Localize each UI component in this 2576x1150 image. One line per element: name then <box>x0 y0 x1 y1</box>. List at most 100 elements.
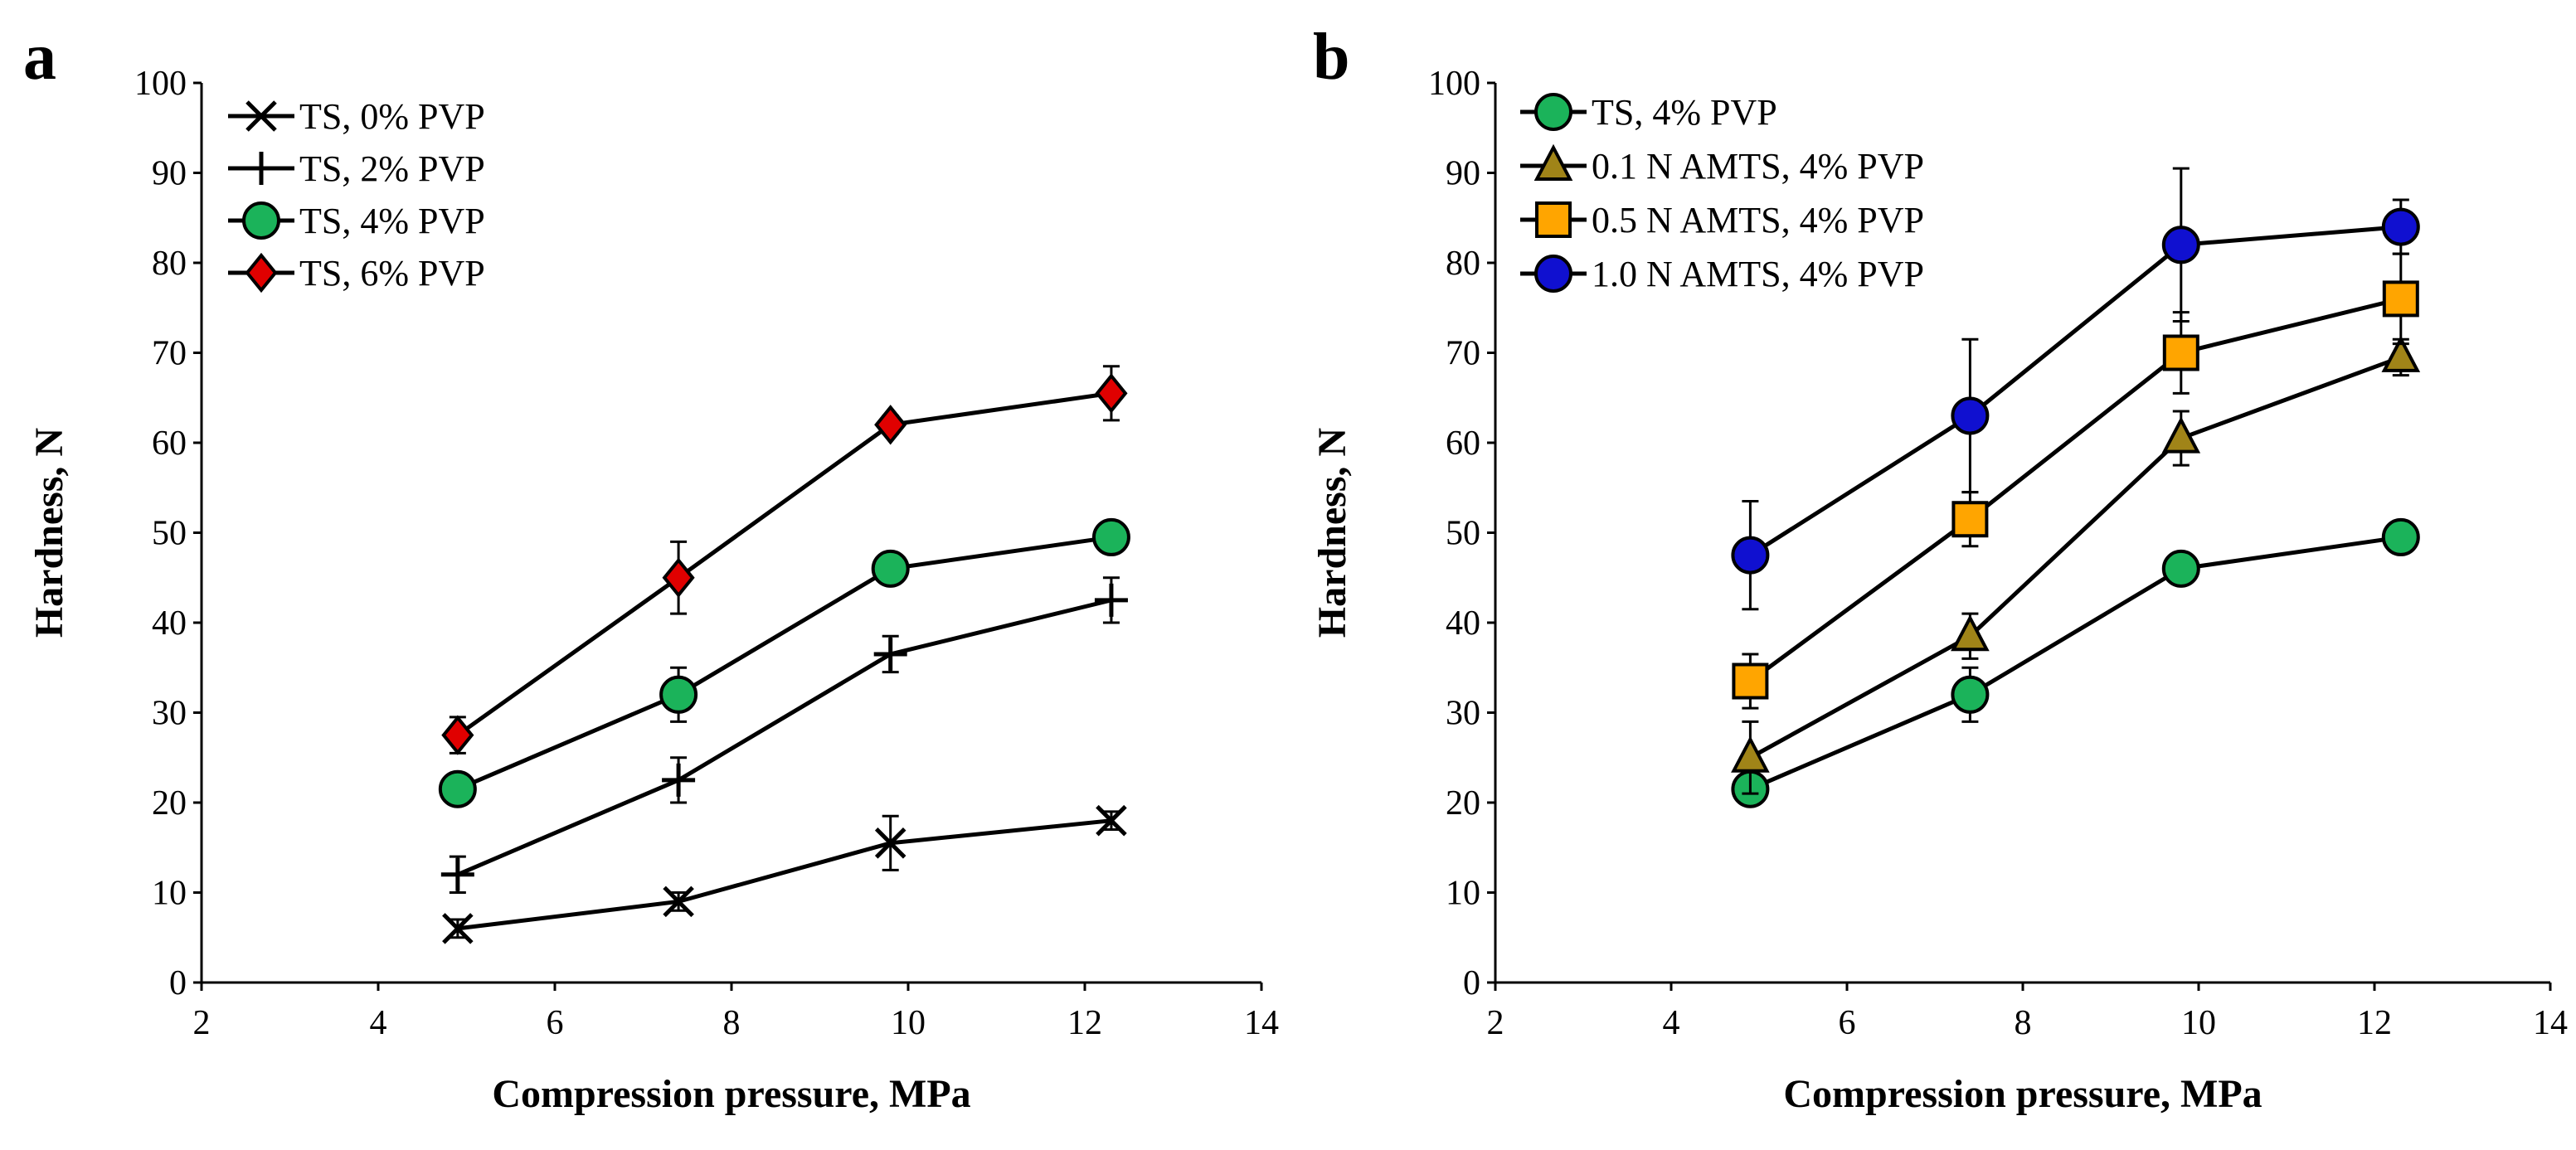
series-1 <box>1731 335 2421 795</box>
series-line <box>456 535 1112 792</box>
y-tick-label: 30 <box>1446 695 1480 733</box>
x-tick-label: 4 <box>370 1004 387 1042</box>
y-tick-label: 70 <box>1446 335 1480 373</box>
data-point <box>2162 334 2199 371</box>
data-point <box>1731 536 1770 575</box>
data-point <box>1951 675 1990 714</box>
data-point <box>1951 614 1990 652</box>
x-tick-label: 4 <box>1663 1004 1680 1042</box>
y-tick-label: 40 <box>152 604 187 643</box>
series-2 <box>1732 252 2419 710</box>
legend: TS, 0% PVP TS, 2% PVP TS, 4% PVP TS, 6% PVP <box>228 96 485 294</box>
y-tick-label: 100 <box>1428 65 1480 103</box>
y-tick-label: 20 <box>152 784 187 822</box>
y-tick-label: 100 <box>134 65 187 103</box>
data-point <box>662 557 695 598</box>
data-point <box>438 769 477 808</box>
series-3 <box>441 365 1128 755</box>
data-point <box>1096 804 1127 837</box>
data-point <box>1731 735 1770 773</box>
legend-marker <box>1533 143 1573 181</box>
y-tick-label: 20 <box>1446 784 1480 822</box>
x-tick-label: 6 <box>547 1004 564 1042</box>
x-tick-label: 10 <box>891 1004 926 1042</box>
y-tick-label: 10 <box>152 875 187 913</box>
chart-panel-a: a 0 10 20 30 40 50 60 70 80 90 100 2 4 6 8 10 12 14 Compres… <box>23 21 1279 1116</box>
data-point <box>659 675 698 714</box>
series-2 <box>438 517 1130 808</box>
legend-entry: 1.0 N AMTS, 4% PVP <box>1592 254 1924 294</box>
data-point <box>440 857 474 891</box>
x-axis-title: Compression pressure, MPa <box>492 1072 970 1116</box>
series-line <box>1749 225 2402 557</box>
y-tick-label: 0 <box>169 964 187 1002</box>
x-tick-label: 14 <box>1244 1004 1279 1042</box>
legend-marker <box>245 100 277 132</box>
series-line <box>457 818 1112 931</box>
data-point <box>873 637 907 671</box>
data-point <box>1095 373 1128 414</box>
series-line <box>456 391 1112 737</box>
series-line <box>1749 535 2402 792</box>
legend-marker <box>1535 201 1572 238</box>
y-tick-label: 50 <box>1446 515 1480 553</box>
series-line <box>1749 355 2402 759</box>
data-point <box>2381 517 2420 556</box>
x-tick-label: 8 <box>723 1004 741 1042</box>
legend-marker <box>1534 255 1572 293</box>
data-point <box>2382 280 2419 318</box>
series-1 <box>440 576 1128 894</box>
data-point <box>2161 549 2200 588</box>
y-tick-label: 40 <box>1446 604 1480 643</box>
y-tick-label: 80 <box>152 245 187 283</box>
panel-label: a <box>23 21 56 94</box>
chart-panel-b: b 0 10 20 30 40 50 60 70 80 90 100 2 4 6 8 10 12 14 Compres… <box>1310 21 2568 1116</box>
data-point <box>1951 501 1989 538</box>
data-point <box>1732 662 1769 700</box>
legend-entry: 0.5 N AMTS, 4% PVP <box>1592 200 1924 240</box>
y-tick-label: 30 <box>152 695 187 733</box>
x-tick-label: 12 <box>1067 1004 1102 1042</box>
data-point <box>1094 583 1128 617</box>
legend-entry: TS, 4% PVP <box>1592 92 1777 133</box>
legend-entry: TS, 2% PVP <box>299 148 485 189</box>
x-tick-label: 2 <box>1487 1004 1504 1042</box>
x-tick-label: 8 <box>2015 1004 2032 1042</box>
x-tick-label: 6 <box>1839 1004 1856 1042</box>
y-tick-label: 60 <box>1446 425 1480 463</box>
data-point <box>442 913 474 944</box>
series-0 <box>442 804 1127 944</box>
series-line <box>456 598 1112 877</box>
legend-entry: TS, 4% PVP <box>299 201 485 241</box>
legend-marker <box>1534 93 1572 131</box>
y-tick-label: 60 <box>152 425 187 463</box>
x-tick-label: 12 <box>2357 1004 2392 1042</box>
y-axis-title: Hardness, N <box>27 427 71 638</box>
data-point <box>2381 335 2421 372</box>
legend-entry: TS, 6% PVP <box>299 253 485 294</box>
data-point <box>871 549 910 588</box>
data-point <box>663 886 694 918</box>
data-point <box>2161 416 2201 454</box>
legend-marker <box>245 252 278 294</box>
data-point <box>1951 396 1990 435</box>
series-0 <box>1731 517 2420 808</box>
legend: TS, 4% PVP 0.1 N AMTS, 4% PVP 0.5 N AMTS, … <box>1520 92 1924 294</box>
data-point <box>874 827 906 859</box>
data-point <box>1091 517 1130 556</box>
data-point <box>874 405 907 445</box>
y-tick-label: 80 <box>1446 245 1480 283</box>
legend-entry: 0.1 N AMTS, 4% PVP <box>1592 146 1924 187</box>
x-tick-label: 14 <box>2533 1004 2568 1042</box>
data-point <box>441 715 474 755</box>
data-point <box>2161 226 2200 264</box>
legend-marker <box>245 152 278 185</box>
y-tick-label: 90 <box>1446 155 1480 193</box>
y-tick-label: 50 <box>152 515 187 553</box>
data-point <box>2381 207 2420 246</box>
panel-label: b <box>1313 21 1350 94</box>
series-3 <box>1731 167 2420 611</box>
data-point <box>662 763 696 797</box>
legend-marker <box>242 201 280 240</box>
